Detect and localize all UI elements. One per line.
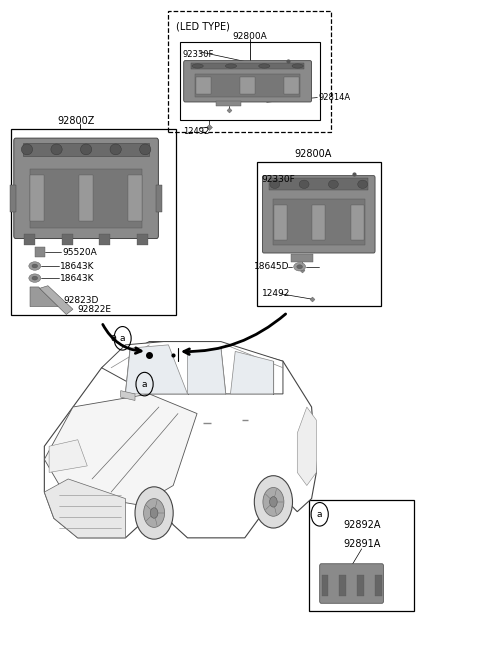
Bar xyxy=(137,234,148,244)
Ellipse shape xyxy=(259,64,270,68)
Ellipse shape xyxy=(110,144,121,155)
Polygon shape xyxy=(30,287,59,307)
Polygon shape xyxy=(49,440,87,472)
Text: a: a xyxy=(120,334,125,343)
Ellipse shape xyxy=(299,180,309,189)
Bar xyxy=(195,74,300,97)
Bar xyxy=(375,575,382,596)
Text: a: a xyxy=(110,333,116,344)
Polygon shape xyxy=(44,342,316,538)
Ellipse shape xyxy=(81,144,92,155)
Circle shape xyxy=(270,497,277,507)
Text: 92814A: 92814A xyxy=(319,93,351,102)
Ellipse shape xyxy=(292,64,303,68)
Bar xyxy=(309,500,414,611)
Polygon shape xyxy=(44,479,125,538)
Ellipse shape xyxy=(32,264,37,268)
Bar xyxy=(62,234,73,244)
Ellipse shape xyxy=(270,180,280,189)
Bar xyxy=(196,77,211,95)
Circle shape xyxy=(144,499,165,528)
Circle shape xyxy=(150,508,158,518)
Text: (LED TYPE): (LED TYPE) xyxy=(176,21,229,31)
Circle shape xyxy=(254,476,292,528)
Ellipse shape xyxy=(140,144,151,155)
Bar xyxy=(350,205,364,240)
Ellipse shape xyxy=(29,274,41,283)
Text: 18643K: 18643K xyxy=(60,273,94,283)
Ellipse shape xyxy=(328,180,338,189)
Bar xyxy=(257,162,381,306)
Ellipse shape xyxy=(192,64,203,68)
Bar xyxy=(128,175,143,221)
Text: 12492: 12492 xyxy=(262,289,290,298)
Bar xyxy=(99,234,110,244)
Bar xyxy=(192,62,304,69)
Bar xyxy=(291,254,313,262)
Bar xyxy=(23,143,149,156)
Bar xyxy=(156,185,162,212)
Text: 92891A: 92891A xyxy=(343,539,380,549)
Text: 92823D: 92823D xyxy=(63,296,99,305)
Bar xyxy=(30,169,143,229)
Ellipse shape xyxy=(21,144,33,155)
Bar xyxy=(269,177,368,190)
FancyBboxPatch shape xyxy=(14,138,158,238)
Bar xyxy=(24,234,36,244)
Ellipse shape xyxy=(294,263,306,271)
Polygon shape xyxy=(102,342,283,394)
Text: 92330F: 92330F xyxy=(262,175,295,184)
Polygon shape xyxy=(44,394,197,505)
Bar xyxy=(168,11,331,132)
Polygon shape xyxy=(230,351,274,394)
Circle shape xyxy=(263,487,284,516)
Bar xyxy=(284,77,299,95)
Polygon shape xyxy=(120,391,135,401)
Bar xyxy=(240,77,255,95)
Polygon shape xyxy=(188,348,226,394)
FancyBboxPatch shape xyxy=(320,564,384,603)
Bar xyxy=(322,575,328,596)
Text: 92822E: 92822E xyxy=(78,305,112,314)
Circle shape xyxy=(135,487,173,539)
Bar xyxy=(10,185,16,212)
Ellipse shape xyxy=(358,180,368,189)
Ellipse shape xyxy=(29,261,41,270)
Bar xyxy=(274,205,287,240)
Text: 18643K: 18643K xyxy=(60,261,94,271)
Text: a: a xyxy=(142,380,147,388)
Bar xyxy=(273,199,365,245)
Text: 92330F: 92330F xyxy=(183,50,214,58)
Polygon shape xyxy=(125,345,188,394)
Polygon shape xyxy=(39,286,73,315)
Bar xyxy=(216,101,241,106)
Polygon shape xyxy=(297,407,316,486)
Bar xyxy=(79,175,93,221)
Text: 92800A: 92800A xyxy=(294,149,331,159)
Bar xyxy=(339,575,346,596)
Text: a: a xyxy=(317,510,323,519)
Text: 18645D: 18645D xyxy=(254,262,290,271)
Bar xyxy=(312,205,325,240)
Text: 12492: 12492 xyxy=(183,127,209,136)
Text: 95520A: 95520A xyxy=(62,248,97,256)
Text: 92892A: 92892A xyxy=(343,520,381,530)
Text: 92800A: 92800A xyxy=(232,32,267,41)
Bar xyxy=(357,575,364,596)
Ellipse shape xyxy=(51,144,62,155)
FancyBboxPatch shape xyxy=(263,175,375,253)
Bar xyxy=(30,175,44,221)
Ellipse shape xyxy=(32,276,37,280)
Bar xyxy=(180,42,320,120)
Text: 92800Z: 92800Z xyxy=(57,116,95,126)
Bar xyxy=(11,129,176,315)
FancyBboxPatch shape xyxy=(184,60,312,102)
Bar xyxy=(35,248,45,257)
Ellipse shape xyxy=(297,265,302,269)
Ellipse shape xyxy=(225,64,237,68)
